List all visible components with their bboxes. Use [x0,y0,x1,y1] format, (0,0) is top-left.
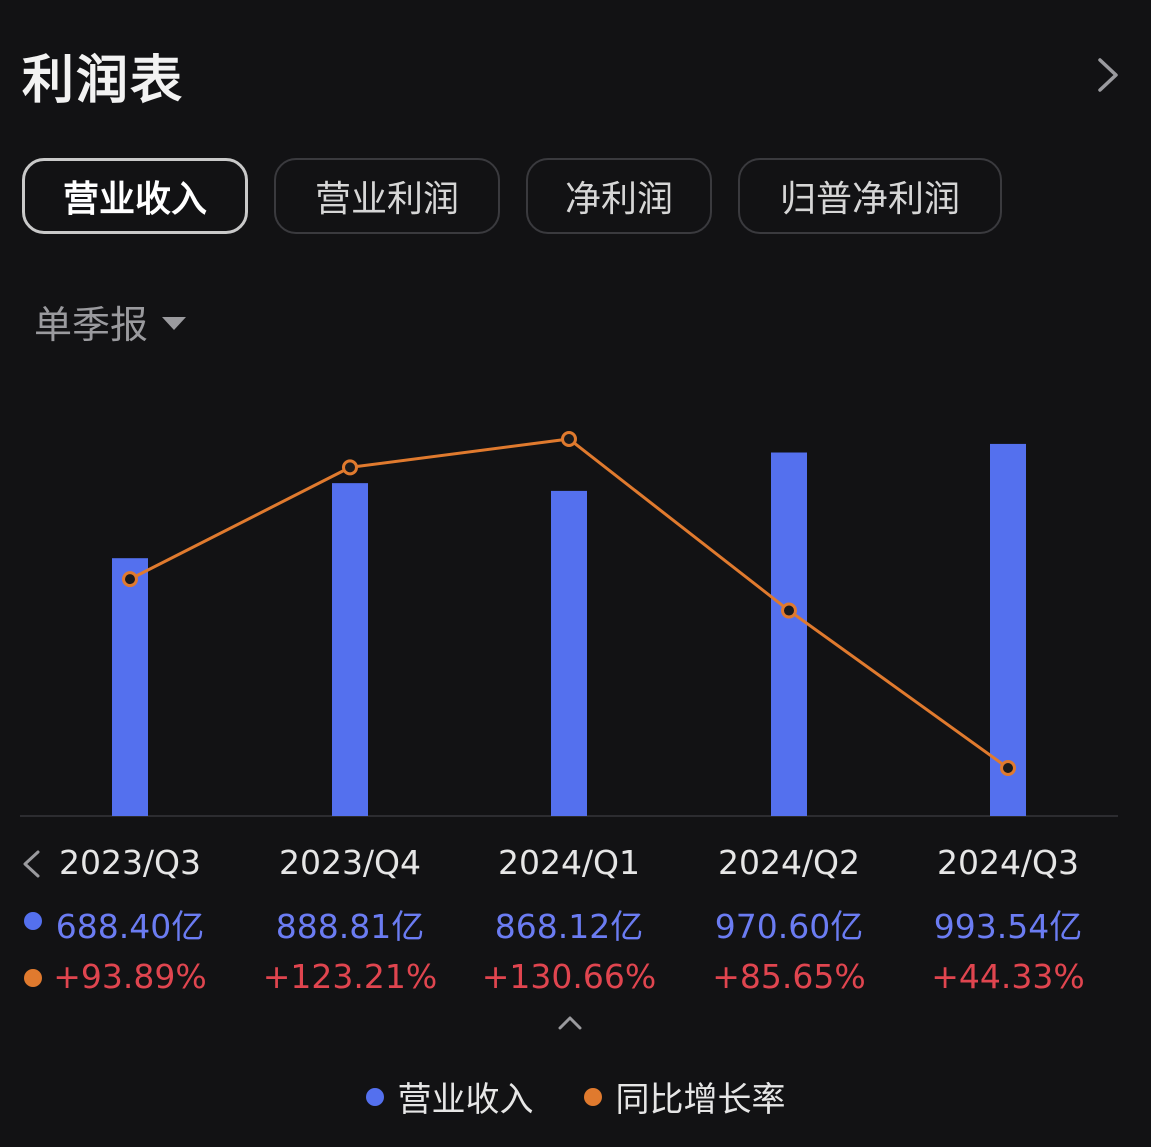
revenue-bar[interactable] [332,483,368,816]
revenue-value-label: 993.54亿 [933,907,1083,946]
chart-legend: 营业收入 同比增长率 [0,1072,1151,1121]
growth-value-label: +130.66% [481,957,657,996]
revenue-value-label: 868.12亿 [494,907,644,946]
category-label: 2023/Q3 [58,843,202,882]
growth-value-label: +123.21% [262,957,438,996]
growth-value-label: +93.89% [53,957,207,996]
period-selector[interactable]: 单季报 [34,294,187,349]
legend-label-growth: 同比增长率 [615,1080,786,1120]
revenue-row-dot [24,912,42,930]
growth-point[interactable] [122,571,138,588]
growth-point[interactable] [561,431,577,447]
category-label: 2024/Q2 [717,843,861,882]
revenue-bar[interactable] [112,558,148,816]
chevron-up-icon[interactable] [556,1012,584,1032]
category-label: 2023/Q4 [278,843,422,882]
page-title: 利润表 [22,51,185,111]
category-label: 2024/Q3 [936,843,1080,882]
growth-point[interactable] [781,602,797,619]
legend-item-growth[interactable]: 同比增长率 [583,1072,786,1121]
revenue-bar[interactable] [771,452,807,816]
legend-label-revenue: 营业收入 [397,1080,534,1120]
growth-value-label: +85.65% [712,957,866,996]
tab-net-profit[interactable]: 净利润 [526,158,712,234]
growth-value-label: +44.33% [931,957,1085,996]
revenue-bar[interactable] [990,443,1026,816]
tab-revenue[interactable]: 营业收入 [22,158,248,234]
legend-dot-growth [583,1087,602,1106]
legend-dot-revenue [365,1087,384,1106]
growth-row-dot [24,969,42,987]
chevron-right-icon[interactable] [1090,55,1126,95]
revenue-value-label: 888.81亿 [275,907,425,946]
revenue-bar[interactable] [551,490,587,816]
category-label: 2024/Q1 [497,843,641,882]
revenue-value-label: 688.40亿 [55,907,205,946]
chevron-left-icon[interactable] [18,848,44,880]
tab-operating-profit[interactable]: 营业利润 [274,158,500,234]
legend-item-revenue[interactable]: 营业收入 [365,1072,534,1121]
growth-point[interactable] [1000,760,1016,776]
tab-attributable-net-profit[interactable]: 归普净利润 [738,158,1002,234]
revenue-value-label: 970.60亿 [714,907,864,946]
growth-point[interactable] [342,459,358,476]
period-selector-label: 单季报 [34,303,149,347]
caret-down-icon [162,317,187,330]
